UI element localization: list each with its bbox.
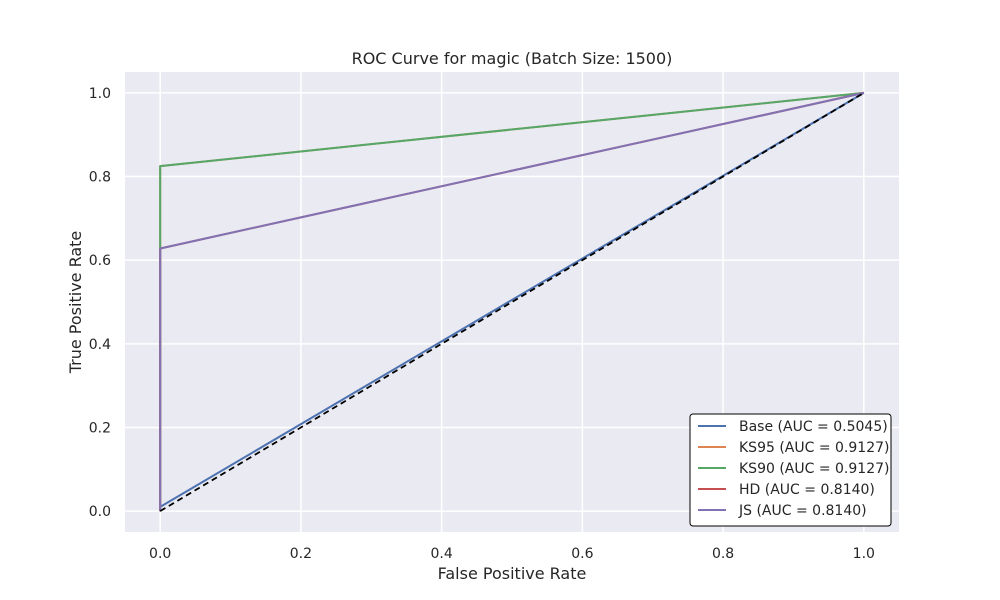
- y-axis-label: True Positive Rate: [66, 231, 85, 375]
- y-tick-label: 0.2: [89, 420, 111, 436]
- y-tick-label: 1.0: [89, 86, 111, 102]
- x-tick-label: 0.4: [431, 546, 453, 562]
- legend-box: [689, 413, 892, 527]
- series-line-4: [159, 91, 865, 512]
- legend-label: HD (AUC = 0.8140): [739, 482, 875, 498]
- tick-labels: 0.0 0.2 0.4 0.6 0.8 1.0 0.0 0.2 0.4 0.6 0.8 1.0: [89, 86, 875, 562]
- legend-label: KS90 (AUC = 0.9127): [739, 461, 889, 477]
- x-tick-label: 1.0: [853, 546, 875, 562]
- legend-label: Base (AUC = 0.5045): [739, 419, 888, 435]
- y-tick-label: 0.0: [89, 504, 111, 520]
- x-tick-label: 0.6: [571, 546, 593, 562]
- x-axis-label: False Positive Rate: [438, 564, 587, 583]
- y-tick-label: 0.6: [89, 253, 111, 269]
- x-tick-label: 0.8: [712, 546, 734, 562]
- series-lines: [159, 91, 865, 512]
- legend-label: KS95 (AUC = 0.9127): [739, 440, 889, 456]
- chart-title: ROC Curve for magic (Batch Size: 1500): [352, 49, 673, 68]
- legend-label: JS (AUC = 0.8140): [738, 503, 867, 519]
- x-tick-label: 0.0: [149, 546, 171, 562]
- x-tick-label: 0.2: [290, 546, 312, 562]
- y-tick-label: 0.4: [89, 337, 111, 353]
- legend: Base (AUC = 0.5045) KS95 (AUC = 0.9127) KS…: [689, 413, 892, 527]
- y-tick-label: 0.8: [89, 170, 111, 186]
- random-guess-line: [159, 92, 865, 512]
